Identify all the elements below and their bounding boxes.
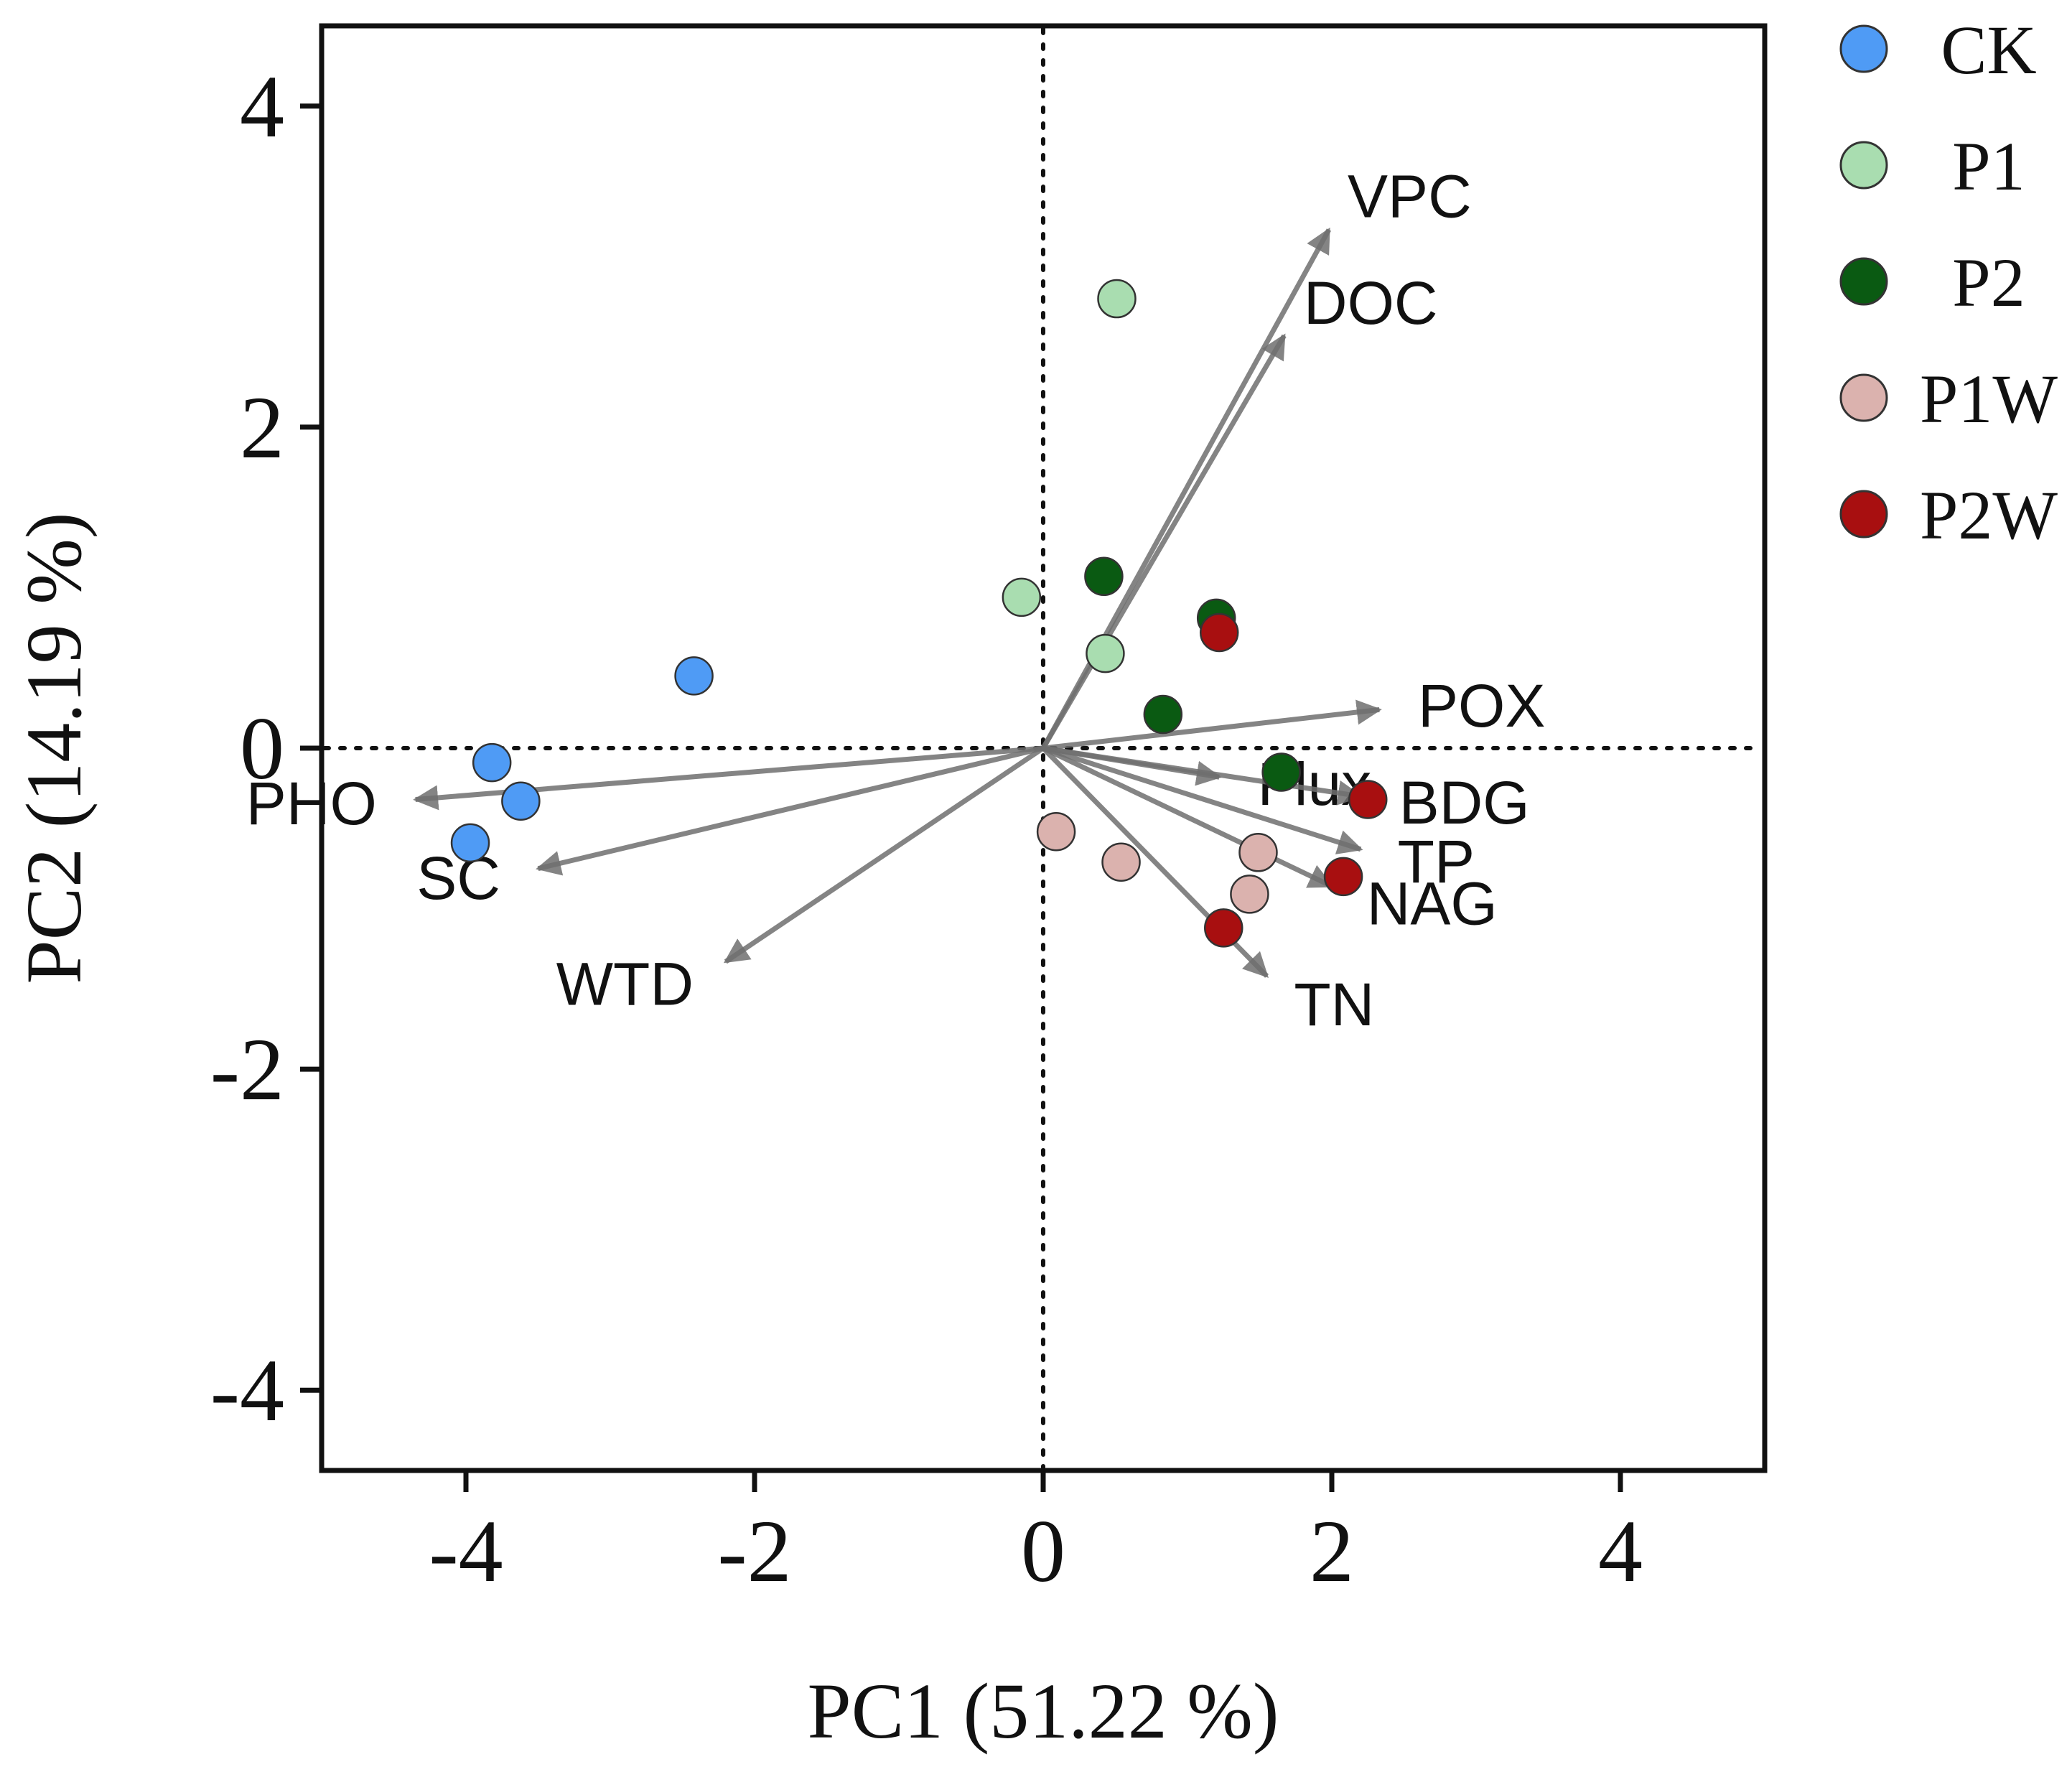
point-p2w xyxy=(1204,908,1243,948)
legend-marker-p1 xyxy=(1839,141,1888,190)
loading-arrow-tp xyxy=(1042,745,1363,854)
y-tick-label: 0 xyxy=(240,699,284,798)
loading-label-wtd: WTD xyxy=(556,950,694,1017)
loading-arrow-nag xyxy=(1042,745,1335,889)
point-p2w xyxy=(1199,612,1239,653)
legend-marker-ck xyxy=(1839,24,1888,73)
point-ck xyxy=(472,742,512,783)
legend: CK P1 P2 P1W P2W xyxy=(1839,11,2058,554)
point-ck xyxy=(501,781,541,821)
loading-arrow-doc xyxy=(1040,333,1287,750)
y-tick-label: -4 xyxy=(210,1341,284,1440)
legend-marker-p1w xyxy=(1839,373,1888,422)
x-tick-label: 0 xyxy=(1021,1502,1065,1600)
y-axis-title: PC2 (14.19 %) xyxy=(10,513,98,984)
point-p1 xyxy=(1097,279,1137,319)
x-tick-label: 4 xyxy=(1598,1502,1643,1600)
x-axis-title: PC1 (51.22 %) xyxy=(808,1667,1279,1755)
loading-arrow-bdg xyxy=(1042,745,1363,806)
point-p1 xyxy=(1002,577,1042,617)
point-p2 xyxy=(1261,752,1301,792)
loading-label-doc: DOC xyxy=(1304,269,1438,337)
legend-label-p1w: P1W xyxy=(1920,360,2058,437)
legend-marker-p2w xyxy=(1839,490,1888,539)
point-p2 xyxy=(1143,694,1183,735)
point-p1w xyxy=(1238,833,1278,872)
loading-label-nag: NAG xyxy=(1367,870,1498,938)
y-tick-label: 2 xyxy=(240,378,284,477)
loading-arrow-sc xyxy=(536,745,1044,876)
loading-label-pox: POX xyxy=(1418,672,1545,740)
x-tick-label: 2 xyxy=(1310,1502,1354,1600)
point-p1w xyxy=(1036,811,1076,852)
loading-arrow-pox xyxy=(1042,699,1382,751)
loading-label-tn: TN xyxy=(1294,971,1374,1038)
legend-label-p2: P2 xyxy=(1952,244,2025,321)
score-points xyxy=(450,279,1388,948)
point-p2w xyxy=(1348,780,1388,819)
legend-label-p1: P1 xyxy=(1952,128,2025,205)
x-axis: -4 -2 0 2 4 xyxy=(429,1470,1643,1600)
point-p1w xyxy=(1101,842,1141,882)
legend-marker-p2 xyxy=(1839,257,1888,306)
loading-arrow-wtd xyxy=(723,746,1045,964)
point-ck xyxy=(450,823,490,863)
loading-label-tp: TP xyxy=(1398,828,1475,895)
loading-label-bdg: BDG xyxy=(1399,769,1530,836)
point-p2 xyxy=(1084,556,1124,597)
legend-label-ck: CK xyxy=(1941,11,2036,88)
y-axis: -4 -2 0 2 4 xyxy=(210,57,322,1440)
loading-label-vpc: VPC xyxy=(1348,163,1472,230)
point-p1 xyxy=(1086,633,1125,673)
loading-label-pho: PHO xyxy=(246,770,377,837)
point-p1w xyxy=(1230,875,1269,914)
point-p2w xyxy=(1323,857,1363,897)
y-tick-label: -2 xyxy=(210,1020,284,1119)
x-tick-label: -4 xyxy=(429,1502,503,1600)
y-tick-label: 4 xyxy=(240,57,284,156)
point-ck xyxy=(674,656,714,696)
legend-label-p2w: P2W xyxy=(1920,477,2058,554)
x-tick-label: -2 xyxy=(717,1502,791,1600)
